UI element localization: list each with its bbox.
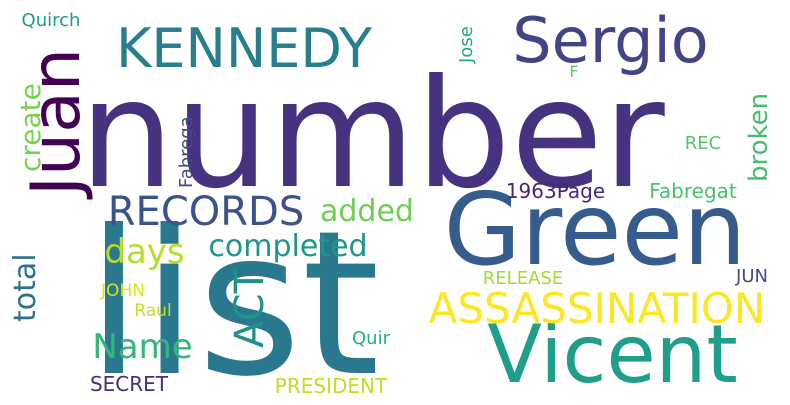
word-rec: REC (684, 133, 722, 154)
word-john: JOHN (101, 281, 145, 301)
word-name: Name (92, 327, 193, 367)
word-f: F (569, 62, 579, 81)
word-release: RELEASE (482, 268, 564, 289)
word-list: list (86, 188, 380, 405)
word-quirch: Quirch (21, 10, 81, 31)
word-green: Green (443, 171, 747, 288)
word-create: create (14, 83, 47, 173)
word-added: added (320, 194, 414, 229)
word-1963page: 1963Page (505, 179, 606, 203)
word-total: total (8, 253, 43, 323)
word-fabrega: Fabrega (176, 116, 197, 189)
word-kennedy: KENNEDY (115, 17, 373, 80)
word-quir: Quir (352, 328, 390, 349)
word-raul: Raul (134, 301, 172, 321)
word-number: number (79, 48, 665, 222)
word-jun: JUN (736, 266, 768, 287)
word-assassination: ASSASSINATION (428, 284, 766, 333)
word-fabregat: Fabregat (649, 179, 737, 203)
word-secret: SECRET (89, 372, 169, 396)
word-records: RECORDS (107, 189, 305, 235)
word-days: days (104, 232, 185, 272)
word-jose: Jose (456, 26, 477, 64)
word-sergio: Sergio (512, 4, 709, 77)
word-president: PRESIDENT (274, 374, 388, 398)
word-completed: completed (208, 229, 368, 264)
word-act: ACT (227, 268, 273, 348)
word-vicent: Vicent (487, 308, 738, 401)
word-broken: broken (744, 92, 774, 182)
